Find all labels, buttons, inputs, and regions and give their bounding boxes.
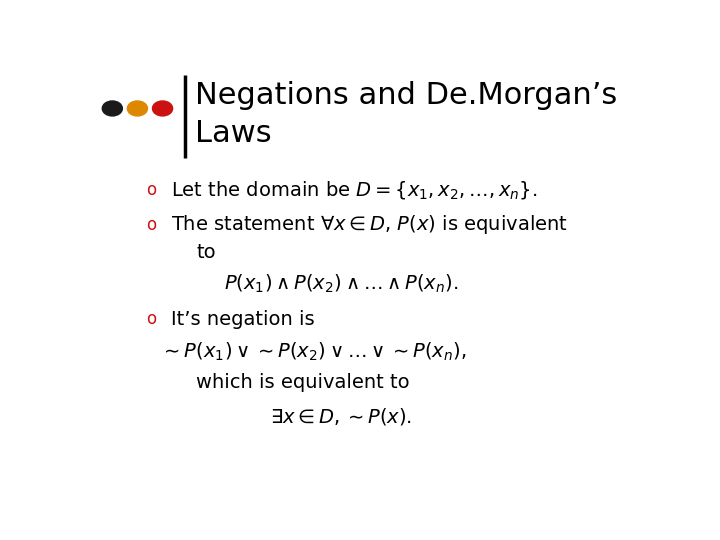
Text: It’s negation is: It’s negation is <box>171 310 315 329</box>
Circle shape <box>127 101 148 116</box>
Text: Let the domain be $D = \{x_1, x_2, \ldots, x_n\}$.: Let the domain be $D = \{x_1, x_2, \ldot… <box>171 179 537 200</box>
Circle shape <box>153 101 173 116</box>
Text: o: o <box>145 216 156 234</box>
Text: $\exists x \in D, {\sim}P(x).$: $\exists x \in D, {\sim}P(x).$ <box>270 406 412 427</box>
Text: Laws: Laws <box>195 119 271 148</box>
Text: o: o <box>145 310 156 328</box>
Text: which is equivalent to: which is equivalent to <box>196 373 410 393</box>
Text: $P(x_1) \wedge P(x_2) \wedge \ldots \wedge P(x_n).$: $P(x_1) \wedge P(x_2) \wedge \ldots \wed… <box>224 273 459 295</box>
Text: o: o <box>145 180 156 199</box>
Text: to: to <box>196 243 216 262</box>
Text: Negations and De.Morgan’s: Negations and De.Morgan’s <box>195 82 617 111</box>
Text: The statement $\forall x \in D$, $P(x)$ is equivalent: The statement $\forall x \in D$, $P(x)$ … <box>171 213 568 237</box>
Text: ${\sim}P(x_1) \vee {\sim}P(x_2) \vee \ldots \vee {\sim}P(x_n),$: ${\sim}P(x_1) \vee {\sim}P(x_2) \vee \ld… <box>160 341 467 363</box>
Circle shape <box>102 101 122 116</box>
